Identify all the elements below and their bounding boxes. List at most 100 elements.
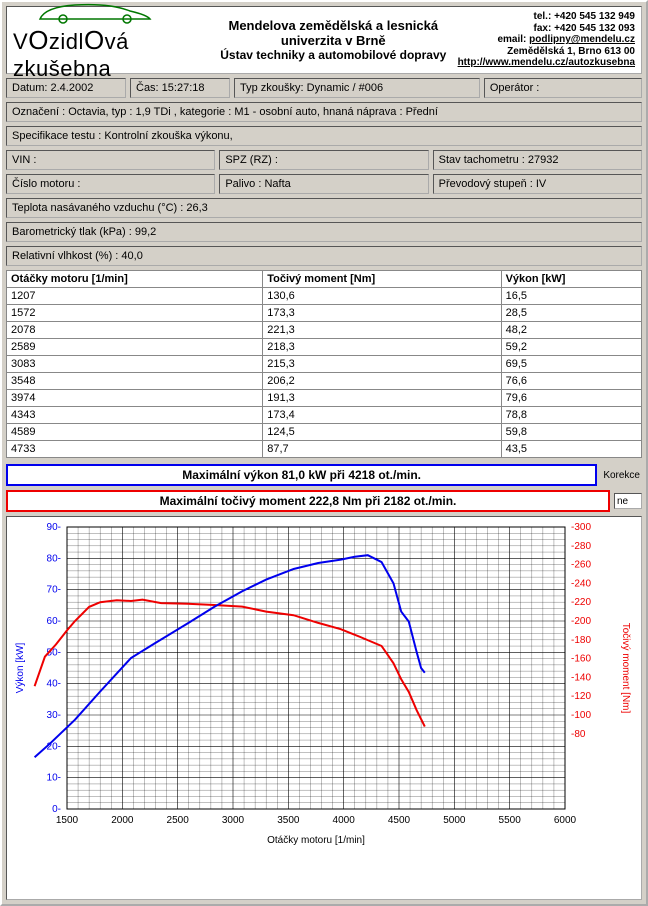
- svg-text:-260: -260: [571, 560, 591, 571]
- table-row: 1572173,328,5: [7, 305, 642, 322]
- svg-text:1500: 1500: [56, 815, 79, 826]
- table-row: 4343173,478,8: [7, 407, 642, 424]
- summary-power: Maximální výkon 81,0 kW při 4218 ot./min…: [6, 464, 597, 486]
- table-cell: 28,5: [501, 305, 641, 322]
- contact-email[interactable]: podlipny@mendelu.cz: [529, 34, 635, 45]
- table-body: 1207130,616,51572173,328,52078221,348,22…: [7, 288, 642, 458]
- table-header: Výkon [kW]: [501, 271, 641, 288]
- svg-text:10-: 10-: [47, 773, 61, 784]
- uni-line1: Mendelova zemědělská a lesnická univerzi…: [209, 18, 458, 48]
- svg-text:4500: 4500: [388, 815, 411, 826]
- svg-text:-80: -80: [571, 729, 586, 740]
- field-prevod: Převodový stupeň : IV: [433, 174, 642, 194]
- svg-text:6000: 6000: [554, 815, 577, 826]
- table-cell: 3083: [7, 356, 263, 373]
- svg-text:80-: 80-: [47, 553, 61, 564]
- table-row: 2589218,359,2: [7, 339, 642, 356]
- field-operator: Operátor :: [484, 78, 642, 98]
- field-baro: Barometrický tlak (kPa) : 99,2: [6, 222, 642, 242]
- field-spz: SPZ (RZ) :: [219, 150, 428, 170]
- field-cislomotoru: Číslo motoru :: [6, 174, 215, 194]
- svg-text:-160: -160: [571, 654, 591, 665]
- table-cell: 130,6: [263, 288, 501, 305]
- field-tacho: Stav tachometru : 27932: [433, 150, 642, 170]
- table-cell: 2078: [7, 322, 263, 339]
- uni-line2: Ústav techniky a automobilové dopravy: [209, 48, 458, 62]
- svg-text:2500: 2500: [167, 815, 190, 826]
- table-cell: 59,8: [501, 424, 641, 441]
- svg-text:-120: -120: [571, 691, 591, 702]
- field-typzk: Typ zkoušky: Dynamic / #006: [234, 78, 480, 98]
- data-table: Otáčky motoru [1/min]Točivý moment [Nm]V…: [6, 270, 642, 458]
- svg-text:-220: -220: [571, 597, 591, 608]
- svg-text:60-: 60-: [47, 616, 61, 627]
- table-row: 473387,743,5: [7, 441, 642, 458]
- logo-block: VOzidlOvá zkušebna: [9, 0, 209, 82]
- svg-text:-300: -300: [571, 522, 591, 533]
- svg-text:2000: 2000: [111, 815, 134, 826]
- svg-text:-240: -240: [571, 578, 591, 589]
- brand-text: VOzidlOvá zkušebna: [13, 25, 209, 82]
- svg-text:Výkon [kW]: Výkon [kW]: [15, 643, 26, 694]
- table-row: 4589124,559,8: [7, 424, 642, 441]
- field-spec: Specifikace testu : Kontrolní zkouška vý…: [6, 126, 642, 146]
- table-header: Otáčky motoru [1/min]: [7, 271, 263, 288]
- svg-text:20-: 20-: [47, 741, 61, 752]
- table-cell: 79,6: [501, 390, 641, 407]
- table-header: Točivý moment [Nm]: [263, 271, 501, 288]
- svg-text:5000: 5000: [443, 815, 466, 826]
- svg-text:3500: 3500: [277, 815, 300, 826]
- table-cell: 3974: [7, 390, 263, 407]
- table-row: 3548206,276,6: [7, 373, 642, 390]
- table-cell: 76,6: [501, 373, 641, 390]
- table-cell: 4733: [7, 441, 263, 458]
- chart-area: 1500200025003000350040004500500055006000…: [6, 516, 642, 900]
- summary-torque: Maximální točivý moment 222,8 Nm při 218…: [6, 490, 610, 512]
- table-row: 1207130,616,5: [7, 288, 642, 305]
- table-cell: 4589: [7, 424, 263, 441]
- svg-text:90-: 90-: [47, 522, 61, 533]
- svg-text:0-: 0-: [52, 804, 61, 815]
- table-cell: 1207: [7, 288, 263, 305]
- svg-text:-180: -180: [571, 635, 591, 646]
- table-cell: 206,2: [263, 373, 501, 390]
- svg-text:30-: 30-: [47, 710, 61, 721]
- svg-text:-100: -100: [571, 710, 591, 721]
- table-cell: 48,2: [501, 322, 641, 339]
- table-cell: 43,5: [501, 441, 641, 458]
- svg-text:4000: 4000: [333, 815, 356, 826]
- contact-tel: tel.: +420 545 132 949: [458, 11, 635, 23]
- contact-email-row: email: podlipny@mendelu.cz: [458, 34, 635, 46]
- field-oznaceni: Označení : Octavia, typ : 1,9 TDi , kate…: [6, 102, 642, 122]
- table-cell: 87,7: [263, 441, 501, 458]
- report-window: VOzidlOvá zkušebna Mendelova zemědělská …: [0, 0, 648, 906]
- field-vlhkost: Relativní vlhkost (%) : 40,0: [6, 246, 642, 266]
- korekce-input[interactable]: [614, 493, 642, 509]
- table-cell: 59,2: [501, 339, 641, 356]
- table-cell: 78,8: [501, 407, 641, 424]
- svg-text:Otáčky motoru [1/min]: Otáčky motoru [1/min]: [267, 835, 365, 846]
- dyno-chart: 1500200025003000350040004500500055006000…: [7, 517, 635, 847]
- field-datum: Datum: 2.4.2002: [6, 78, 126, 98]
- svg-text:5500: 5500: [499, 815, 522, 826]
- table-cell: 124,5: [263, 424, 501, 441]
- field-teplota: Teplota nasávaného vzduchu (°C) : 26,3: [6, 198, 642, 218]
- table-cell: 191,3: [263, 390, 501, 407]
- table-cell: 69,5: [501, 356, 641, 373]
- contact-web[interactable]: http://www.mendelu.cz/autozkusebna: [458, 57, 635, 68]
- table-header-row: Otáčky motoru [1/min]Točivý moment [Nm]V…: [7, 271, 642, 288]
- university-block: Mendelova zemědělská a lesnická univerzi…: [209, 18, 458, 62]
- table-row: 2078221,348,2: [7, 322, 642, 339]
- contact-block: tel.: +420 545 132 949 fax: +420 545 132…: [458, 11, 639, 69]
- contact-fax: fax: +420 545 132 093: [458, 23, 635, 35]
- car-icon: [35, 0, 155, 25]
- table-cell: 215,3: [263, 356, 501, 373]
- table-cell: 3548: [7, 373, 263, 390]
- field-vin: VIN :: [6, 150, 215, 170]
- table-cell: 1572: [7, 305, 263, 322]
- table-cell: 2589: [7, 339, 263, 356]
- table-cell: 173,4: [263, 407, 501, 424]
- contact-addr: Zemědělská 1, Brno 613 00: [458, 46, 635, 58]
- table-cell: 16,5: [501, 288, 641, 305]
- table-cell: 173,3: [263, 305, 501, 322]
